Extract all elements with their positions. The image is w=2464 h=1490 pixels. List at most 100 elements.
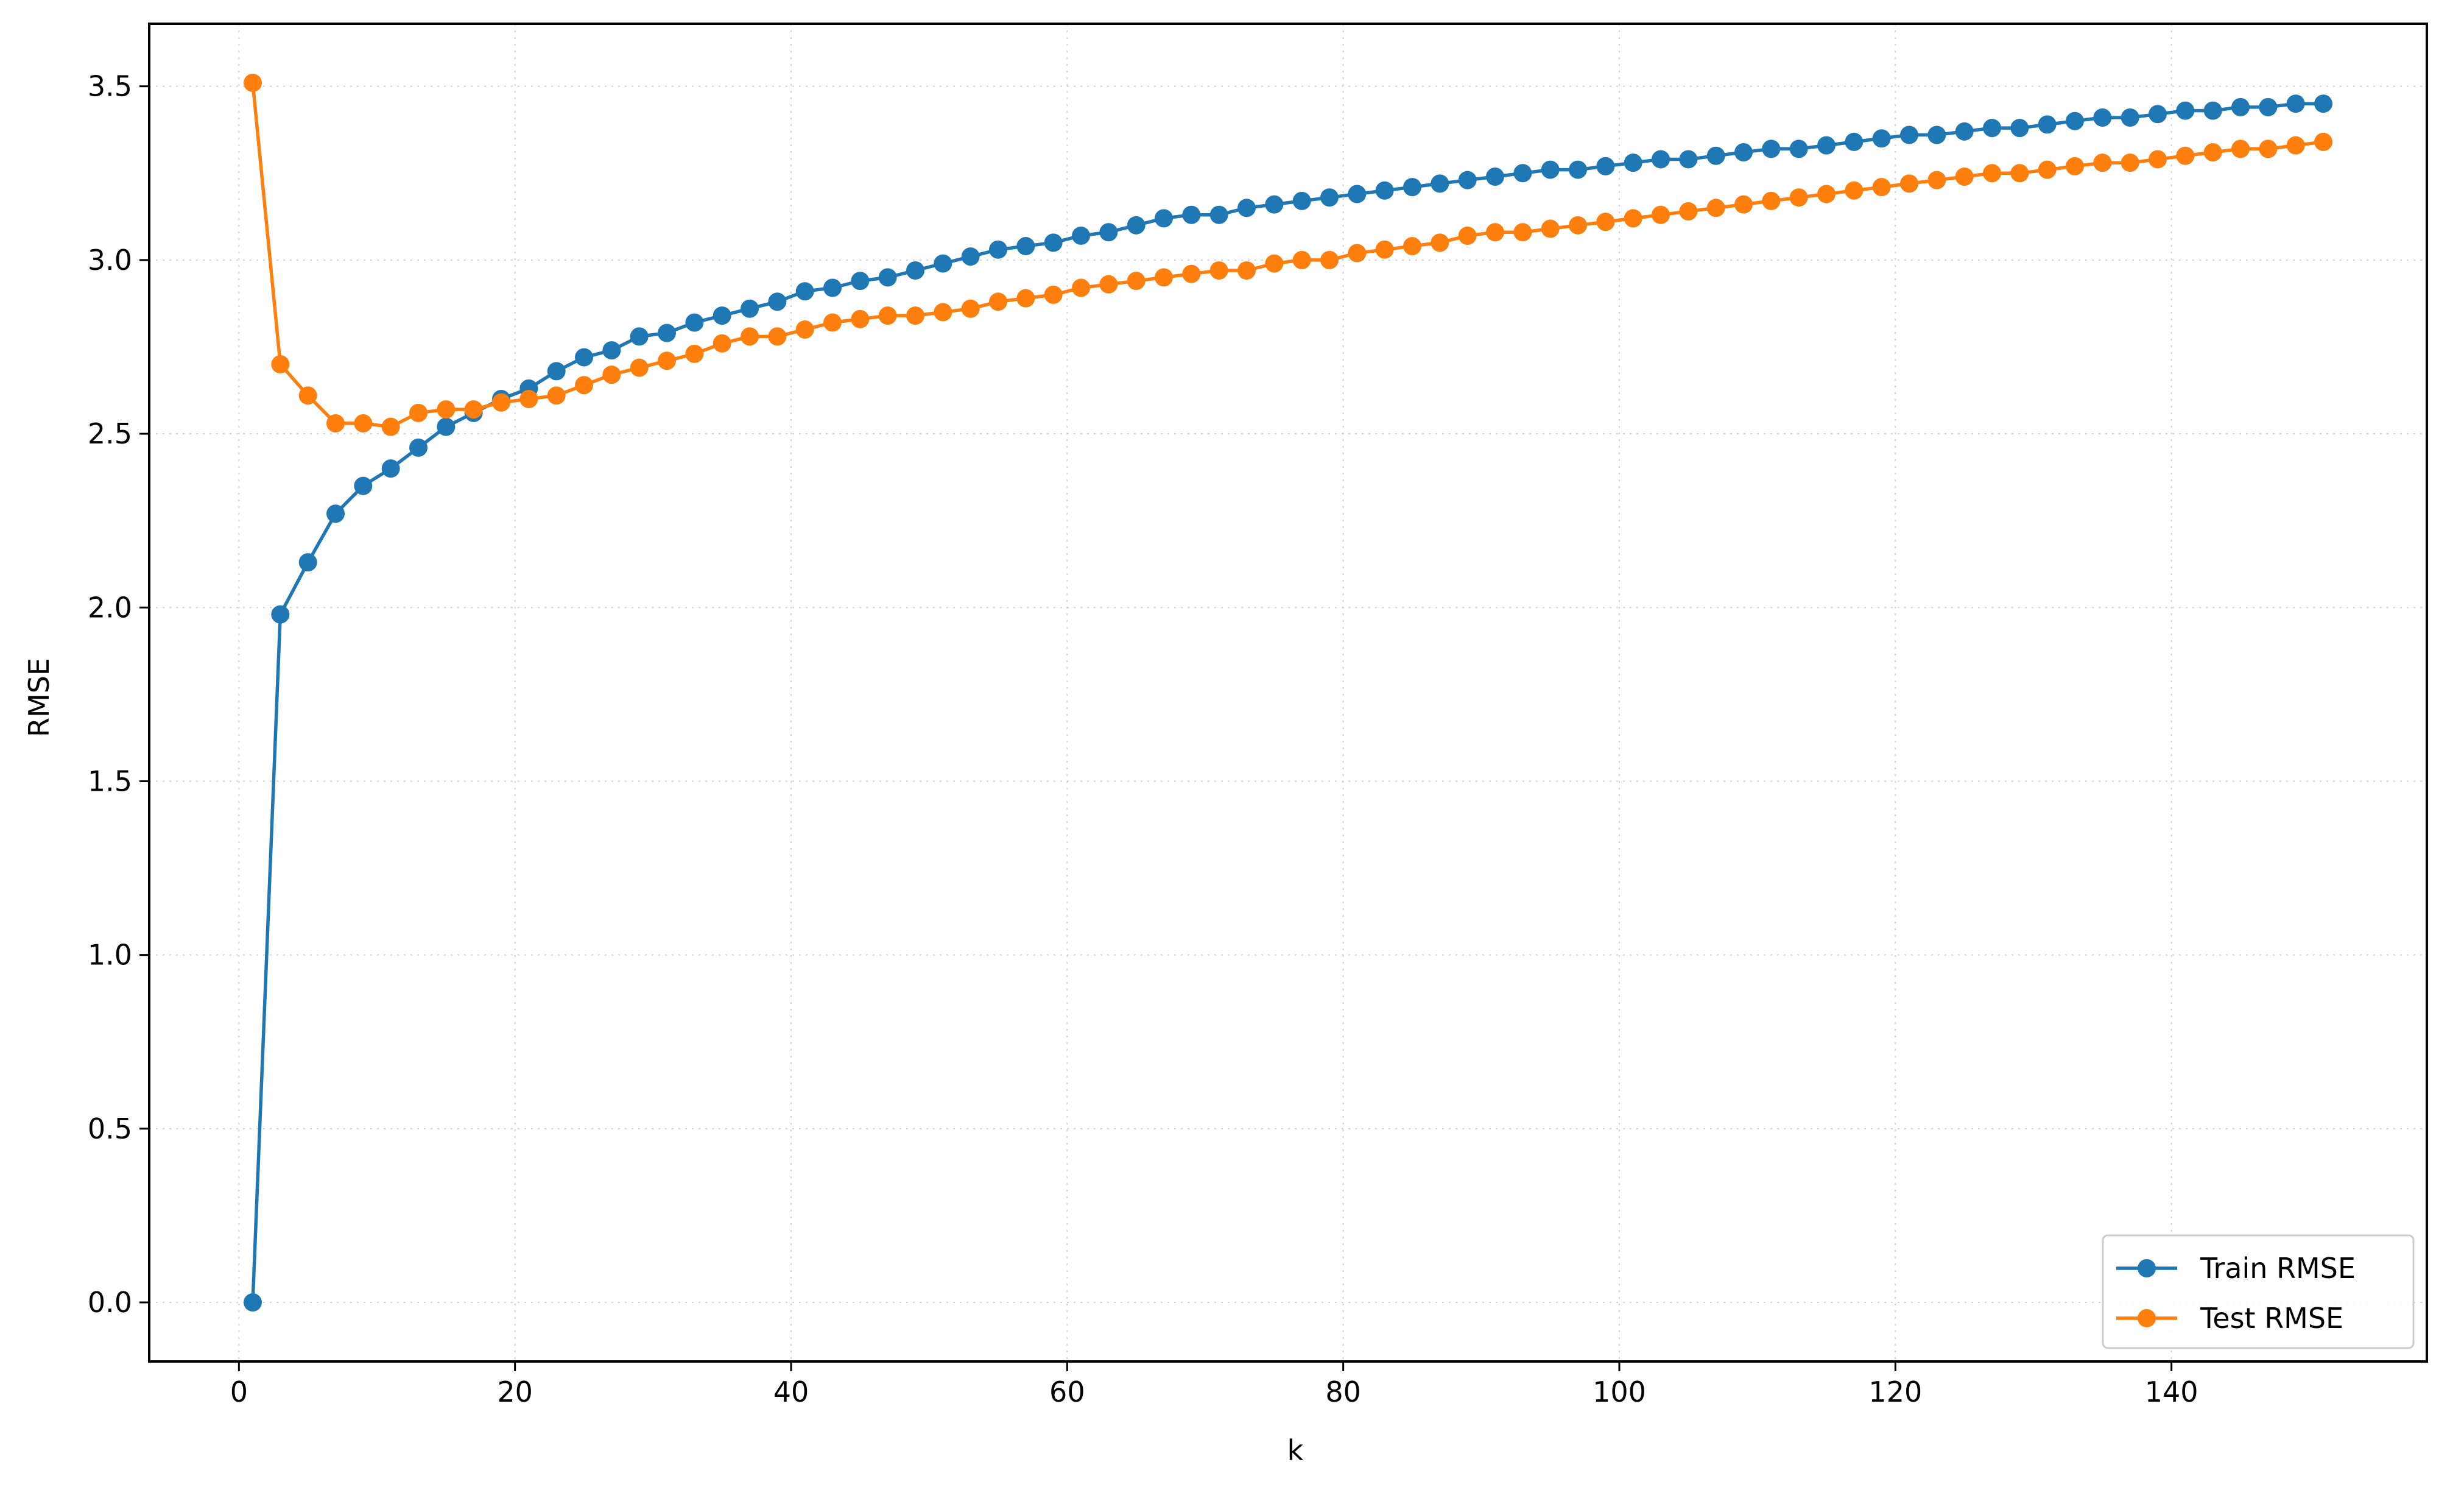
test-rmse-point xyxy=(575,376,593,395)
train-rmse-point xyxy=(1513,164,1532,183)
train-rmse-point xyxy=(851,272,870,291)
train-rmse-point xyxy=(1099,223,1118,242)
train-rmse-point xyxy=(1016,237,1035,256)
train-rmse-point xyxy=(1320,188,1339,207)
test-rmse-point xyxy=(1431,233,1449,252)
test-rmse-point xyxy=(1513,223,1532,242)
train-rmse-point xyxy=(2314,94,2332,113)
train-rmse-point xyxy=(409,438,428,457)
train-rmse-point xyxy=(1403,178,1421,197)
test-rmse-point xyxy=(795,320,814,339)
train-rmse-point xyxy=(547,362,566,381)
test-rmse-point xyxy=(1320,250,1339,269)
train-rmse-point xyxy=(2066,111,2084,130)
train-rmse-point xyxy=(381,459,400,478)
legend-train-rmse-label: Train RMSE xyxy=(2200,1252,2356,1285)
test-rmse-point xyxy=(823,313,842,332)
test-rmse-point xyxy=(1541,219,1560,238)
train-rmse-point xyxy=(2093,108,2112,127)
train-rmse-point xyxy=(1955,122,1974,141)
train-rmse-point xyxy=(2010,119,2029,138)
train-rmse-point xyxy=(2121,108,2139,127)
test-rmse-point xyxy=(906,306,924,325)
train-rmse-point xyxy=(1596,157,1615,175)
train-rmse-point xyxy=(2176,101,2195,120)
test-rmse-point xyxy=(547,386,566,405)
test-rmse-point xyxy=(878,306,897,325)
test-rmse-point xyxy=(298,386,317,405)
train-rmse-point xyxy=(1155,209,1173,228)
train-rmse-point xyxy=(1431,174,1449,193)
train-rmse-point xyxy=(1789,139,1808,158)
test-rmse-point xyxy=(1927,171,1946,189)
test-rmse-point xyxy=(2314,132,2332,151)
train-rmse-point xyxy=(1182,205,1201,224)
test-rmse-point xyxy=(1348,244,1367,263)
train-rmse-point xyxy=(878,268,897,287)
test-rmse-point xyxy=(602,365,621,384)
test-rmse-point xyxy=(1679,202,1698,221)
test-rmse-point xyxy=(741,327,759,346)
legend-train-rmse-marker xyxy=(2138,1259,2156,1277)
test-rmse-point xyxy=(851,309,870,328)
train-rmse-point xyxy=(2231,97,2250,116)
grid xyxy=(149,24,2427,1361)
test-rmse-point xyxy=(1292,250,1311,269)
y-tick-label: 1.0 xyxy=(88,939,132,972)
test-rmse-point xyxy=(2093,154,2112,172)
train-rmse-point xyxy=(2286,94,2305,113)
test-rmse-point xyxy=(1762,191,1781,210)
train-rmse-point xyxy=(658,323,676,342)
test-rmse-point xyxy=(1127,272,1146,291)
x-tick-label: 100 xyxy=(1593,1375,1646,1408)
train-rmse-point xyxy=(2203,101,2222,120)
train-rmse-point xyxy=(961,247,980,266)
test-rmse-point xyxy=(2149,150,2167,169)
test-rmse-point xyxy=(244,73,262,92)
legend-test-rmse-marker xyxy=(2138,1309,2156,1327)
train-rmse-point xyxy=(1486,167,1504,186)
test-rmse-point xyxy=(1375,240,1394,259)
test-rmse-point xyxy=(1900,174,1918,193)
test-rmse-point xyxy=(989,292,1007,311)
train-rmse-point xyxy=(271,605,290,624)
train-rmse-point xyxy=(1679,150,1698,169)
test-rmse-point xyxy=(1652,205,1670,224)
train-rmse-point xyxy=(326,504,345,523)
test-rmse-point xyxy=(1209,261,1228,280)
train-rmse-point xyxy=(2259,97,2278,116)
x-tick-label: 20 xyxy=(497,1375,533,1408)
test-rmse-point xyxy=(1624,209,1642,228)
train-rmse-point xyxy=(1762,139,1781,158)
y-tick-label: 0.5 xyxy=(88,1112,132,1145)
train-rmse-point xyxy=(1845,132,1864,151)
test-rmse-point xyxy=(326,414,345,433)
test-rmse-point xyxy=(1044,285,1063,304)
y-tick-label: 3.5 xyxy=(88,70,132,103)
train-rmse-point xyxy=(1209,205,1228,224)
test-rmse-point xyxy=(685,344,704,363)
train-rmse-point xyxy=(1652,150,1670,169)
test-rmse-point xyxy=(934,303,952,322)
test-rmse-point xyxy=(1458,226,1477,245)
train-rmse-point xyxy=(1292,191,1311,210)
test-rmse-point xyxy=(2066,157,2084,175)
legend-test-rmse-label: Test RMSE xyxy=(2200,1302,2343,1335)
x-tick-label: 0 xyxy=(230,1375,248,1408)
test-rmse-point xyxy=(1016,289,1035,308)
train-rmse-point xyxy=(934,254,952,273)
test-rmse-point xyxy=(1983,164,2001,183)
y-tick-label: 3.0 xyxy=(88,244,132,277)
train-rmse-point xyxy=(795,282,814,301)
axis-ticks: 0 20 40 60 80 100 120 140 0.0 0.5 1.0 1.5 2.0 2.5 3.0 3… xyxy=(88,70,2198,1408)
train-rmse-point xyxy=(1706,146,1725,165)
test-rmse-point xyxy=(768,327,787,346)
y-axis-label: RMSE xyxy=(23,658,55,737)
test-rmse-point xyxy=(1403,237,1421,256)
test-rmse-point xyxy=(1789,188,1808,207)
train-rmse-line xyxy=(251,102,2323,1303)
series-layer xyxy=(244,73,2332,1312)
legend-box xyxy=(2102,1234,2415,1349)
